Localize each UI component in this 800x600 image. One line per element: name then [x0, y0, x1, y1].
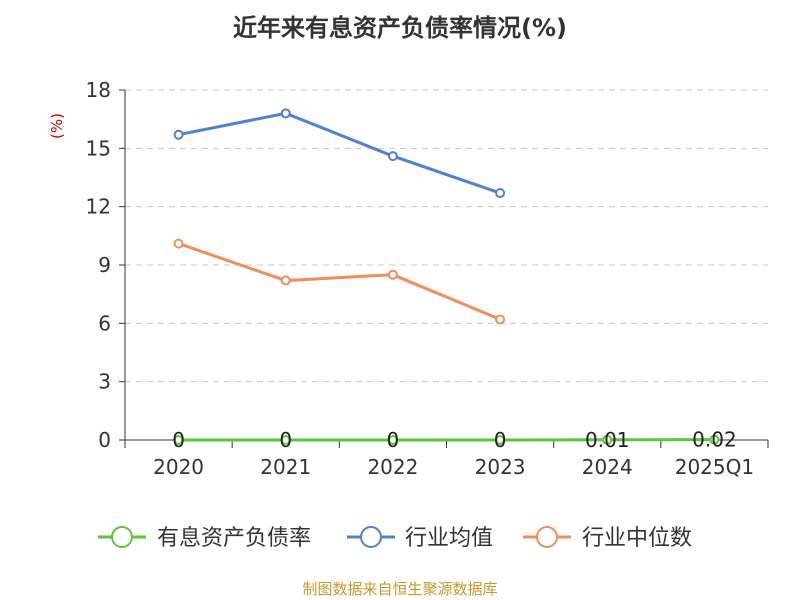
data-point	[495, 435, 506, 445]
data-point	[280, 108, 291, 119]
data-labels: 0 0 0 0 0.01 0.02	[172, 428, 736, 452]
grid-lines	[125, 89, 768, 383]
y-tick-label: 0	[98, 428, 111, 452]
x-tick-label: 2023	[475, 455, 526, 479]
y-tick-label: 15	[86, 136, 111, 160]
data-label: 0	[387, 428, 400, 452]
y-axis: 0 3 6 9 12 15 18	[86, 78, 126, 452]
data-point	[387, 151, 398, 162]
data-point	[173, 435, 184, 445]
source-note: 制图数据来自恒生聚源数据库	[302, 580, 498, 598]
series-line	[178, 242, 501, 321]
data-point	[709, 434, 720, 445]
y-tick-label: 9	[98, 253, 111, 277]
data-point	[387, 269, 398, 280]
data-label: 0	[494, 428, 507, 452]
data-point	[280, 435, 291, 445]
x-tick-label: 2020	[153, 455, 204, 479]
y-axis-label: (%)	[48, 113, 66, 139]
legend-marker	[111, 526, 133, 548]
legend-label: 有息资产负债率	[157, 526, 311, 551]
x-tick-label: 2022	[367, 455, 418, 479]
legend-marker	[536, 526, 558, 548]
legend-item: 行业中位数	[523, 526, 692, 551]
data-label: 0	[279, 428, 292, 452]
data-label: 0.01	[585, 428, 630, 452]
legend-label: 行业均值	[405, 526, 493, 551]
y-tick-label: 18	[86, 78, 111, 102]
x-tick-label: 2021	[260, 455, 311, 479]
x-axis: 2020 2021 2022 2023 2024 2025Q1	[124, 439, 769, 479]
data-point	[602, 434, 613, 445]
chart-title: 近年来有息资产负债率情况(%)	[233, 14, 567, 42]
legend-label: 行业中位数	[582, 526, 692, 551]
data-point	[173, 238, 184, 249]
y-tick-label: 12	[86, 195, 111, 219]
x-tick-label: 2025Q1	[675, 455, 754, 479]
legend-item: 有息资产负债率	[98, 526, 311, 551]
y-tick-label: 3	[98, 370, 111, 394]
data-point	[280, 275, 291, 286]
legend: 有息资产负债率 行业均值 行业中位数	[98, 526, 692, 551]
series-line	[178, 111, 501, 195]
legend-item: 行业均值	[347, 526, 493, 551]
data-point	[495, 314, 506, 325]
y-tick-label: 6	[98, 311, 111, 335]
data-label: 0	[172, 428, 185, 452]
data-point	[173, 129, 184, 140]
legend-marker	[360, 526, 382, 548]
series-lines	[173, 108, 720, 445]
data-point	[495, 188, 506, 199]
x-tick-label: 2024	[582, 455, 633, 479]
data-point	[387, 435, 398, 445]
data-label: 0.02	[692, 428, 737, 452]
